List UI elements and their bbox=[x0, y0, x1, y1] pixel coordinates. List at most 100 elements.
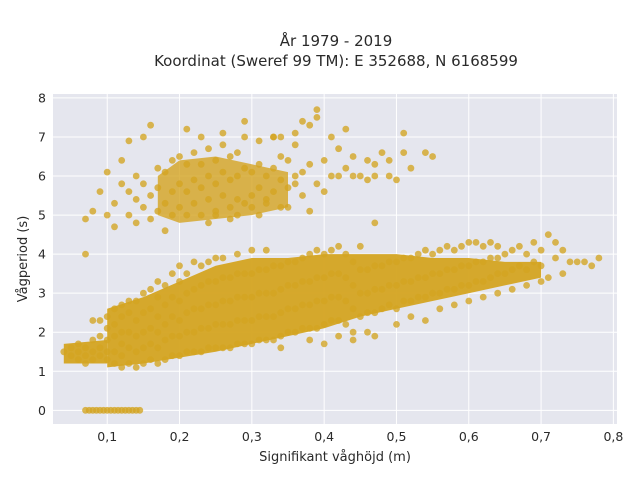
data-point bbox=[219, 321, 227, 328]
data-point bbox=[371, 332, 379, 340]
data-point bbox=[364, 176, 371, 184]
data-point bbox=[277, 262, 285, 270]
data-point bbox=[168, 270, 176, 277]
data-point bbox=[118, 364, 126, 371]
data-point bbox=[132, 332, 140, 340]
data-point bbox=[291, 141, 299, 149]
data-point bbox=[140, 328, 147, 336]
data-point bbox=[530, 258, 538, 266]
data-point bbox=[103, 348, 111, 356]
data-point bbox=[82, 215, 89, 223]
data-point bbox=[140, 203, 147, 211]
data-point bbox=[190, 176, 198, 184]
data-point bbox=[465, 297, 473, 305]
grid-lines bbox=[53, 94, 617, 424]
data-point bbox=[125, 328, 133, 336]
data-point bbox=[523, 266, 530, 274]
data-point bbox=[270, 289, 277, 297]
data-point bbox=[313, 180, 321, 188]
data-point bbox=[299, 117, 306, 125]
data-point bbox=[205, 344, 212, 352]
data-point bbox=[118, 313, 126, 320]
data-point bbox=[241, 270, 249, 277]
data-point bbox=[125, 360, 133, 367]
data-point bbox=[400, 278, 408, 285]
data-point bbox=[385, 301, 393, 309]
data-point bbox=[140, 309, 147, 317]
data-point bbox=[306, 324, 314, 332]
data-point bbox=[103, 324, 111, 332]
data-point bbox=[183, 348, 191, 356]
data-point bbox=[371, 160, 379, 168]
data-point bbox=[197, 133, 205, 141]
data-point bbox=[154, 328, 162, 336]
data-point bbox=[241, 199, 249, 207]
data-point bbox=[328, 293, 335, 301]
data-point bbox=[349, 328, 357, 336]
data-point bbox=[313, 297, 321, 305]
data-point bbox=[154, 293, 162, 301]
data-point bbox=[306, 207, 314, 215]
data-point bbox=[313, 274, 321, 281]
data-point bbox=[270, 262, 277, 270]
data-point bbox=[378, 285, 386, 293]
data-point bbox=[96, 317, 104, 324]
data-point bbox=[154, 360, 162, 367]
data-point bbox=[183, 160, 191, 168]
data-point bbox=[429, 153, 436, 160]
data-point bbox=[299, 278, 306, 285]
data-point bbox=[212, 344, 220, 352]
data-point bbox=[429, 289, 436, 297]
data-point bbox=[356, 242, 364, 250]
data-point bbox=[291, 305, 299, 313]
data-point bbox=[508, 246, 516, 254]
dense-cluster bbox=[63, 340, 108, 364]
data-point bbox=[197, 160, 205, 168]
data-point bbox=[103, 313, 111, 320]
data-point bbox=[111, 332, 118, 340]
data-point bbox=[335, 242, 342, 250]
data-point bbox=[465, 239, 473, 246]
data-point bbox=[168, 188, 176, 196]
data-point bbox=[205, 324, 212, 332]
data-point bbox=[248, 293, 256, 301]
data-point bbox=[277, 344, 285, 352]
data-point bbox=[270, 164, 277, 172]
data-point bbox=[255, 336, 263, 344]
data-point bbox=[559, 246, 567, 254]
data-point bbox=[219, 168, 227, 176]
data-point bbox=[313, 106, 321, 113]
data-point bbox=[458, 242, 465, 250]
data-point bbox=[168, 157, 176, 164]
data-point bbox=[89, 317, 97, 324]
data-point bbox=[205, 258, 212, 266]
data-point bbox=[147, 356, 155, 363]
data-point bbox=[255, 266, 263, 274]
x-tick-label: 0,2 bbox=[170, 429, 190, 444]
data-point bbox=[523, 282, 530, 289]
data-point bbox=[516, 262, 523, 270]
data-point bbox=[147, 285, 155, 293]
data-point bbox=[414, 274, 422, 281]
data-point bbox=[422, 293, 429, 301]
data-point bbox=[328, 317, 335, 324]
data-point bbox=[313, 114, 321, 121]
data-point bbox=[197, 324, 205, 332]
data-point bbox=[291, 282, 299, 289]
data-point bbox=[299, 254, 306, 262]
data-point bbox=[494, 254, 502, 262]
data-point bbox=[291, 258, 299, 266]
data-point bbox=[132, 196, 140, 203]
y-tick-label: 6 bbox=[38, 169, 46, 184]
data-point bbox=[342, 250, 350, 258]
data-point bbox=[530, 239, 538, 246]
data-point bbox=[197, 184, 205, 192]
y-tick-label: 4 bbox=[38, 247, 46, 262]
data-point bbox=[96, 352, 104, 360]
data-point bbox=[161, 282, 169, 289]
data-point bbox=[248, 203, 256, 211]
data-point bbox=[277, 309, 285, 317]
data-point bbox=[89, 207, 97, 215]
data-point bbox=[349, 282, 357, 289]
